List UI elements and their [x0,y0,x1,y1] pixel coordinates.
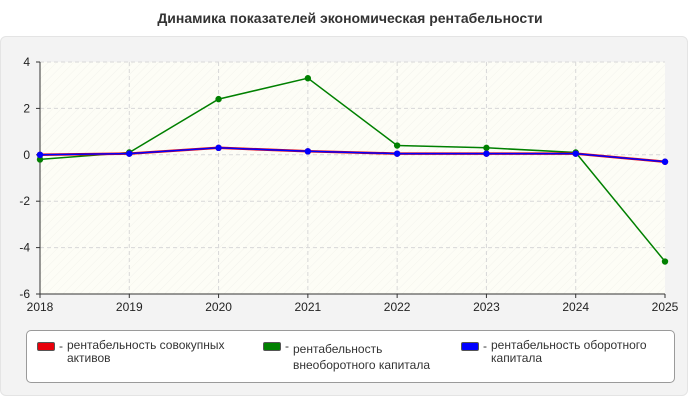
data-point[interactable] [36,151,44,158]
x-tick-label: 2025 [652,300,679,314]
y-tick-label: -2 [19,194,30,208]
data-point[interactable] [304,75,312,82]
series-line [39,147,666,163]
data-point[interactable] [483,150,490,157]
legend-dash: - [59,339,63,353]
x-tick-label: 2023 [473,300,500,314]
legend: - рентабельность совокупных активов - ре… [26,330,675,383]
legend-dash: - [483,339,487,353]
chart-title: Динамика показателей экономическая рента… [157,10,543,26]
legend-swatch-green [263,342,281,351]
data-point[interactable] [483,144,490,152]
x-tick-label: 2018 [27,300,54,314]
y-tick-label: 4 [23,55,30,69]
y-tick-label: 2 [23,101,30,115]
data-point[interactable] [393,150,401,157]
legend-swatch-blue [461,342,479,351]
y-tick-label: -6 [19,287,30,301]
x-tick-label: 2019 [116,300,143,314]
legend-label: рентабельность внеоборотного капитала [293,342,430,372]
x-tick-label: 2024 [562,300,589,314]
data-point[interactable] [126,150,133,157]
legend-dash: - [285,339,289,353]
x-tick-label: 2021 [295,300,322,314]
legend-label: рентабельность оборотного капитала [491,338,647,365]
y-tick-label: 0 [23,148,30,162]
series-line [39,77,666,262]
data-point[interactable] [661,158,669,165]
legend-swatch-red [37,342,55,351]
x-tick-label: 2020 [205,300,232,314]
data-point[interactable] [661,258,669,265]
data-point[interactable] [304,148,312,155]
data-point[interactable] [36,156,44,163]
data-point[interactable] [572,150,579,157]
x-tick-label: 2022 [384,300,411,314]
legend-label: рентабельность совокупных активов [67,338,225,365]
data-point[interactable] [393,142,401,149]
series-layer [36,75,669,265]
plot-hatch [40,62,665,294]
data-point[interactable] [215,95,222,103]
y-tick-label: -4 [19,241,30,255]
data-point[interactable] [215,144,222,152]
